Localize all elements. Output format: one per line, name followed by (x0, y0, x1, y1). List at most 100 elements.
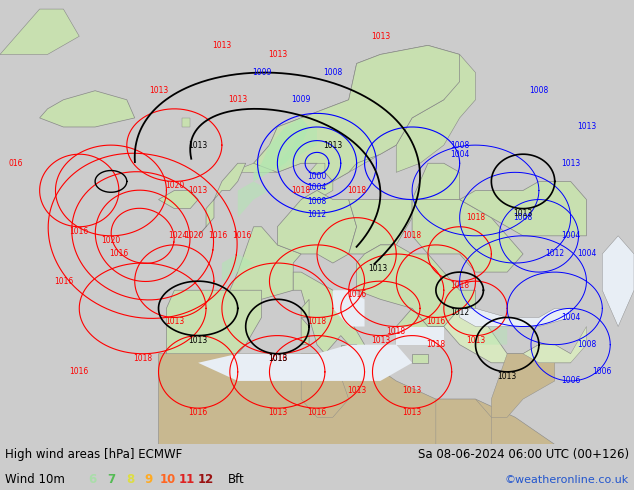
Text: 1008: 1008 (323, 68, 342, 77)
Polygon shape (183, 118, 190, 127)
Text: ©weatheronline.co.uk: ©weatheronline.co.uk (505, 475, 629, 485)
Text: 7: 7 (107, 473, 115, 487)
Text: 1004: 1004 (561, 231, 580, 240)
Polygon shape (222, 227, 301, 299)
Text: 1013: 1013 (371, 336, 390, 344)
Text: 1016: 1016 (268, 354, 287, 363)
Text: 1013: 1013 (498, 372, 517, 381)
Text: 1016: 1016 (188, 408, 208, 417)
Text: 1008: 1008 (450, 141, 469, 149)
Polygon shape (278, 191, 356, 263)
Text: 1018: 1018 (466, 213, 485, 222)
Text: 1018: 1018 (292, 186, 311, 195)
Text: 1018: 1018 (347, 186, 366, 195)
Text: 1013: 1013 (371, 32, 390, 41)
Text: 1020: 1020 (101, 236, 120, 245)
Polygon shape (198, 163, 246, 236)
Text: 1004: 1004 (307, 183, 327, 192)
Text: 1016: 1016 (54, 277, 73, 286)
Text: 016: 016 (9, 159, 23, 168)
Text: 10: 10 (160, 473, 176, 487)
Text: 1000: 1000 (307, 172, 327, 181)
Polygon shape (396, 326, 444, 344)
Polygon shape (301, 299, 309, 318)
Text: 1008: 1008 (514, 213, 533, 222)
Text: 1016: 1016 (209, 231, 228, 240)
Polygon shape (396, 308, 444, 344)
Text: Sa 08-06-2024 06:00 UTC (00+126): Sa 08-06-2024 06:00 UTC (00+126) (418, 448, 629, 461)
Polygon shape (412, 163, 460, 199)
Polygon shape (523, 326, 586, 363)
Polygon shape (158, 191, 198, 209)
Polygon shape (301, 181, 333, 199)
Text: 1020: 1020 (184, 231, 204, 240)
Text: 1013: 1013 (466, 336, 485, 344)
Text: Wind 10m: Wind 10m (5, 473, 65, 487)
Polygon shape (412, 199, 523, 272)
Text: 1018: 1018 (450, 281, 469, 290)
Polygon shape (293, 272, 365, 354)
Polygon shape (230, 46, 460, 181)
Text: 1004: 1004 (577, 249, 596, 258)
Text: 8: 8 (126, 473, 134, 487)
Text: 1016: 1016 (232, 231, 251, 240)
Polygon shape (158, 354, 555, 444)
Text: 1012: 1012 (450, 308, 469, 318)
Text: 12: 12 (198, 473, 214, 487)
Polygon shape (238, 181, 269, 218)
Text: 1020: 1020 (165, 181, 184, 191)
Polygon shape (444, 308, 571, 363)
Text: 11: 11 (179, 473, 195, 487)
Polygon shape (301, 318, 309, 344)
Polygon shape (166, 290, 261, 363)
Text: 1006: 1006 (561, 376, 580, 386)
Polygon shape (602, 236, 634, 326)
Text: 1013: 1013 (403, 408, 422, 417)
Text: 1006: 1006 (593, 368, 612, 376)
Polygon shape (460, 181, 586, 236)
Polygon shape (349, 199, 412, 254)
Text: 1013: 1013 (268, 408, 287, 417)
Text: 6: 6 (87, 473, 96, 487)
Text: 1016: 1016 (109, 249, 129, 258)
Polygon shape (412, 354, 428, 363)
Polygon shape (356, 245, 476, 326)
Polygon shape (254, 46, 460, 181)
Polygon shape (491, 344, 555, 417)
Polygon shape (278, 127, 317, 172)
Text: 1013: 1013 (268, 50, 287, 59)
Text: 1018: 1018 (307, 318, 327, 326)
Polygon shape (0, 9, 79, 54)
Text: 1009: 1009 (252, 68, 271, 77)
Text: 1013: 1013 (403, 386, 422, 394)
Text: 1009: 1009 (292, 95, 311, 104)
Text: 1013: 1013 (228, 95, 247, 104)
Polygon shape (254, 118, 309, 181)
Text: High wind areas [hPa] ECMWF: High wind areas [hPa] ECMWF (5, 448, 183, 461)
Text: 1018: 1018 (387, 326, 406, 336)
Text: 1013: 1013 (368, 264, 388, 273)
Text: 9: 9 (145, 473, 153, 487)
Polygon shape (460, 308, 571, 326)
Text: 1016: 1016 (347, 290, 366, 299)
Text: 1012: 1012 (307, 211, 327, 220)
Text: 1004: 1004 (450, 149, 469, 159)
Text: 1013: 1013 (323, 141, 342, 149)
Polygon shape (396, 54, 476, 172)
Text: Bft: Bft (228, 473, 245, 487)
Text: 1012: 1012 (545, 249, 564, 258)
Text: 1013: 1013 (188, 141, 208, 149)
Polygon shape (198, 344, 412, 381)
Polygon shape (39, 91, 134, 127)
Text: 1013: 1013 (149, 86, 168, 95)
Text: 1013: 1013 (347, 386, 366, 394)
Text: 1008: 1008 (529, 86, 548, 95)
Text: 1018: 1018 (403, 231, 422, 240)
Text: 1013: 1013 (577, 122, 596, 131)
Text: 1016: 1016 (70, 227, 89, 236)
Text: 1013: 1013 (212, 41, 231, 50)
Text: 1013: 1013 (561, 159, 580, 168)
Text: 1016: 1016 (70, 368, 89, 376)
Text: 1018: 1018 (426, 340, 446, 349)
Polygon shape (309, 163, 325, 172)
